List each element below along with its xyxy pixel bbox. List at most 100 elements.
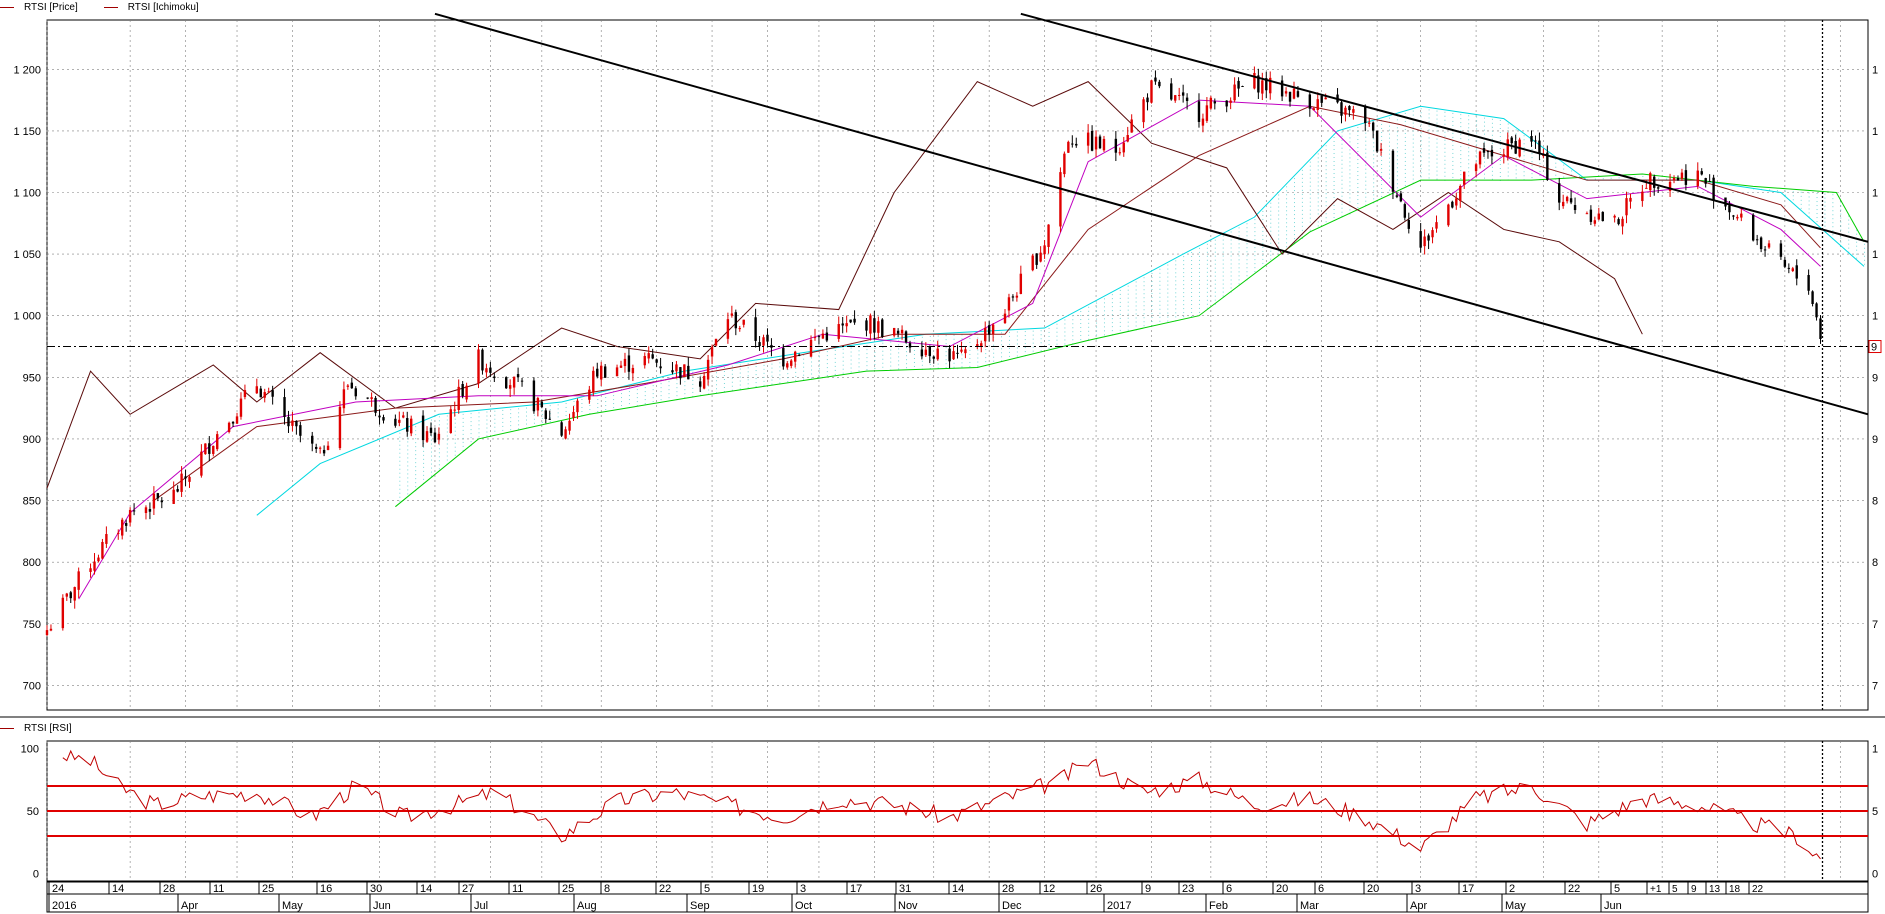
candle-down <box>1490 149 1494 157</box>
cloud-dot <box>993 356 995 358</box>
cloud-dot <box>1484 133 1486 135</box>
candle-down <box>1732 215 1735 217</box>
cloud-dot <box>1373 174 1375 176</box>
cloud-dot <box>1230 231 1232 233</box>
cloud-dot <box>1127 285 1129 287</box>
x-tick-label: 20 <box>1276 883 1288 895</box>
cloud-dot <box>399 432 401 434</box>
cloud-dot <box>977 353 979 355</box>
cloud-dot <box>1001 336 1003 338</box>
cloud-dot <box>1333 157 1335 158</box>
cloud-dot <box>1198 259 1200 261</box>
cloud-dot <box>898 340 900 342</box>
month-label: Sep <box>690 900 710 912</box>
cloud-dot <box>1420 124 1422 126</box>
legend-label-ichimoku: RTSI [Ichimoku] <box>127 1 199 13</box>
cloud-dot <box>1278 206 1280 208</box>
candle-up <box>976 344 979 347</box>
cloud-dot <box>1491 174 1493 176</box>
cloud-dot <box>811 369 813 371</box>
cloud-dot <box>850 371 852 373</box>
cloud-dot <box>1365 168 1367 170</box>
cloud-dot <box>1444 167 1446 169</box>
cloud-dot <box>692 391 694 393</box>
cloud-dot <box>961 366 963 368</box>
cloud-dot <box>541 421 543 423</box>
cloud-dot <box>407 489 409 491</box>
cloud-dot <box>1365 180 1367 182</box>
cloud-dot <box>1484 125 1486 127</box>
cloud-dot <box>993 352 995 354</box>
right-y-tick-label: 1 <box>1872 311 1878 323</box>
cloud-dot <box>1230 239 1232 241</box>
cloud-dot <box>858 366 860 368</box>
cloud-dot <box>589 413 591 415</box>
cloud-dot <box>1396 183 1398 185</box>
cloud-dot <box>1293 238 1295 240</box>
cloud-dot <box>1776 190 1778 192</box>
cloud-dot <box>462 445 464 447</box>
cloud-dot <box>628 395 630 397</box>
cloud-dot <box>1143 305 1145 307</box>
cloud-dot <box>1769 189 1771 191</box>
cloud-dot <box>921 360 923 362</box>
cloud-dot <box>1246 263 1248 265</box>
candle-down <box>1265 78 1268 91</box>
cloud-dot <box>1515 169 1517 171</box>
candle-down <box>299 425 302 436</box>
cloud-dot <box>1206 251 1208 253</box>
cloud-dot <box>1024 347 1026 349</box>
cloud-dot <box>1523 163 1525 165</box>
cloud-dot <box>1214 259 1216 261</box>
cloud-dot <box>1840 221 1842 223</box>
cloud-dot <box>1531 153 1533 155</box>
month-label: Aug <box>577 900 597 912</box>
cloud-dot <box>1064 327 1066 329</box>
cloud-dot <box>1341 207 1343 209</box>
cloud-dot <box>961 354 963 356</box>
month-label: Jun <box>373 900 391 912</box>
candle-up <box>1463 171 1466 185</box>
cloud-dot <box>1103 302 1105 304</box>
cloud-dot <box>446 423 448 425</box>
cloud-dot <box>1460 138 1462 140</box>
cloud-dot <box>1420 160 1422 162</box>
cloud-dot <box>470 437 472 439</box>
cloud-dot <box>1183 276 1185 278</box>
cloud-dot <box>1008 339 1010 341</box>
cloud-dot <box>1143 313 1145 315</box>
cloud-dot <box>716 372 718 374</box>
cloud-dot <box>415 478 417 480</box>
cloud-dot <box>1396 151 1398 153</box>
cloud-dot <box>1381 139 1383 141</box>
cloud-dot <box>415 430 417 432</box>
cloud-dot <box>1396 167 1398 169</box>
candle-down <box>1728 205 1731 213</box>
candle-up <box>61 597 65 629</box>
candle-up <box>1229 100 1232 103</box>
candle-down <box>489 367 492 373</box>
candle-up <box>1474 164 1478 172</box>
cloud-dot <box>755 366 757 368</box>
cloud-dot <box>1080 323 1082 325</box>
cloud-dot <box>1119 289 1121 291</box>
cloud-dot <box>446 415 448 417</box>
cloud-dot <box>494 410 496 412</box>
cloud-dot <box>1499 155 1501 157</box>
cloud-dot <box>628 391 630 393</box>
cloud-dot <box>1111 298 1113 300</box>
cloud-dot <box>1088 314 1090 316</box>
cloud-dot <box>1001 332 1003 334</box>
cloud-dot <box>1254 247 1256 249</box>
cloud-dot <box>1325 213 1327 215</box>
cloud-dot <box>676 383 678 385</box>
cloud-dot <box>1333 137 1335 138</box>
cloud-dot <box>1658 177 1660 179</box>
cloud-dot <box>1428 141 1430 143</box>
cloud-dot <box>1317 221 1319 223</box>
cloud-dot <box>1001 356 1003 358</box>
candle-down <box>904 331 908 343</box>
cloud-dot <box>1254 259 1256 261</box>
cloud-dot <box>1301 173 1303 175</box>
cloud-dot <box>1222 243 1224 245</box>
